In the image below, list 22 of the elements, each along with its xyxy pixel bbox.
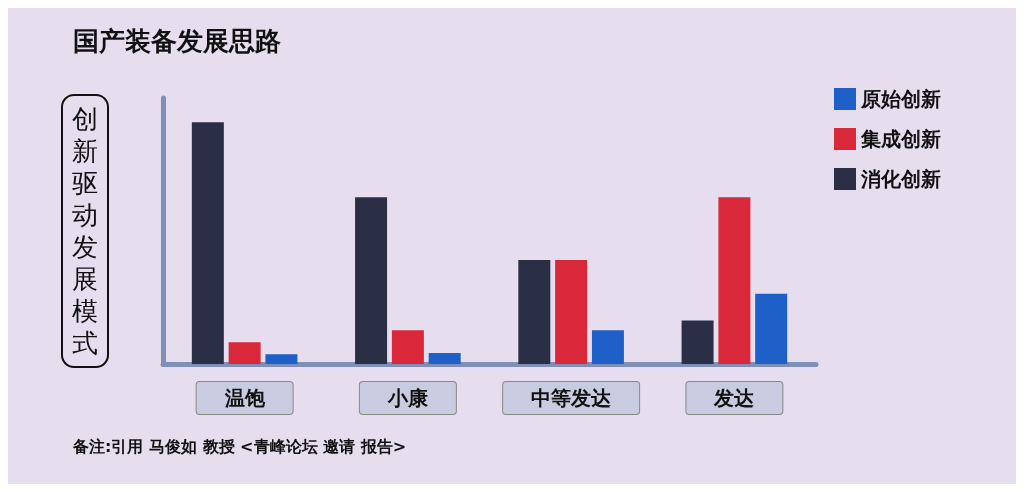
bar	[718, 197, 751, 364]
bar	[681, 320, 714, 364]
x-tick-label: 小康	[386, 386, 429, 410]
bar	[228, 342, 261, 364]
text: 备注:引用 马俊如 教授 <青峰论坛 邀请 报告>	[72, 436, 407, 456]
bar	[591, 330, 624, 364]
bar	[555, 260, 588, 364]
legend-label: 消化创新	[860, 167, 941, 191]
bar	[391, 330, 424, 364]
bar	[355, 197, 388, 364]
legend-label: 原始创新	[860, 87, 941, 111]
x-tick-label: 发达	[713, 386, 755, 410]
chart-title: 国产装备发展思路	[73, 26, 281, 56]
bar	[428, 353, 461, 364]
bar	[755, 293, 788, 364]
bar	[518, 260, 551, 364]
x-tick-label: 温饱	[223, 386, 266, 410]
y-axis-title: 创新驱动发展模式	[72, 104, 98, 358]
legend-label: 集成创新	[860, 127, 941, 151]
bar	[265, 354, 298, 364]
bar	[191, 122, 224, 364]
x-tick-label: 中等发达	[531, 386, 612, 410]
